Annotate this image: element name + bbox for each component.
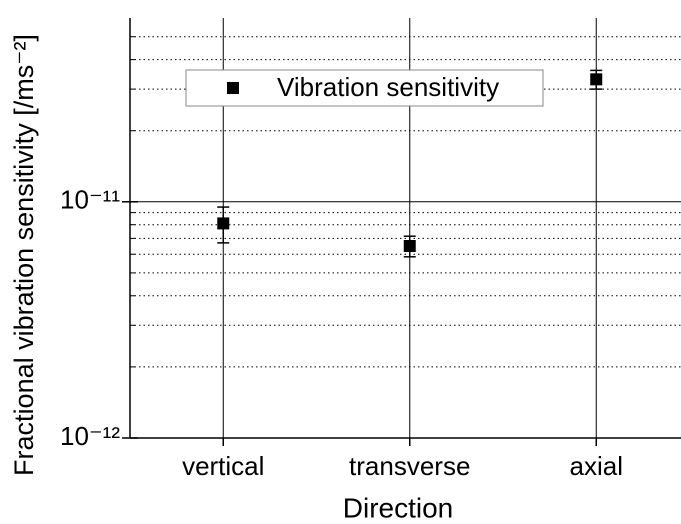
x-axis-label: Direction [343, 492, 453, 523]
legend-marker [227, 82, 239, 94]
y-tick-label: 10⁻¹¹ [60, 185, 120, 215]
x-tick-label: vertical [182, 451, 264, 481]
x-tick-label: transverse [349, 451, 470, 481]
legend-label: Vibration sensitivity [277, 72, 499, 102]
y-axis-label: Fractional vibration sensitivity [/ms⁻²] [9, 34, 39, 476]
x-tick-label: axial [570, 451, 623, 481]
marker [217, 217, 230, 230]
legend-box [185, 69, 544, 107]
marker [403, 239, 416, 252]
y-tick-label: 10⁻¹² [60, 421, 120, 451]
marker [590, 73, 603, 86]
